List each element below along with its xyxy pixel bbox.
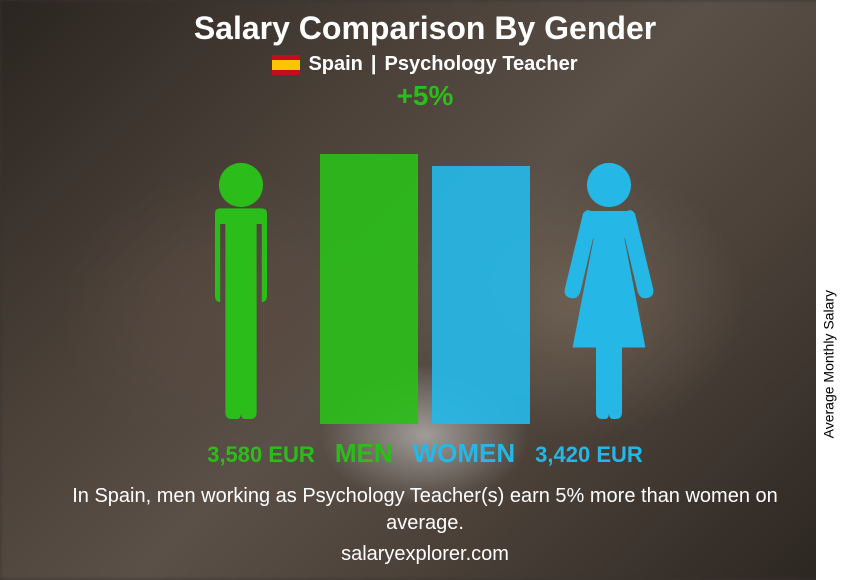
men-bar — [320, 154, 418, 424]
women-label: WOMEN — [413, 438, 516, 469]
y-axis-label: Average Monthly Salary — [820, 290, 836, 438]
country-label: Spain — [308, 53, 362, 76]
infographic-container: Salary Comparison By Gender Spain | Psyc… — [0, 0, 850, 580]
male-person-icon — [176, 154, 306, 424]
men-label: MEN — [335, 438, 393, 469]
spain-flag-icon — [272, 55, 300, 75]
summary-text: In Spain, men working as Psychology Teac… — [55, 483, 795, 537]
labels-row: 3,580 EUR MEN WOMEN 3,420 EUR — [207, 438, 643, 469]
women-salary-value: 3,420 EUR — [535, 442, 643, 468]
women-bar — [432, 166, 530, 424]
separator: | — [371, 53, 377, 76]
page-title: Salary Comparison By Gender — [194, 10, 656, 47]
bar-chart — [176, 114, 674, 424]
difference-badge: +5% — [397, 80, 454, 112]
subtitle: Spain | Psychology Teacher — [272, 53, 577, 76]
job-label: Psychology Teacher — [385, 53, 578, 76]
men-salary-value: 3,580 EUR — [207, 442, 315, 468]
source-link[interactable]: salaryexplorer.com — [0, 543, 850, 566]
female-person-icon — [544, 154, 674, 424]
